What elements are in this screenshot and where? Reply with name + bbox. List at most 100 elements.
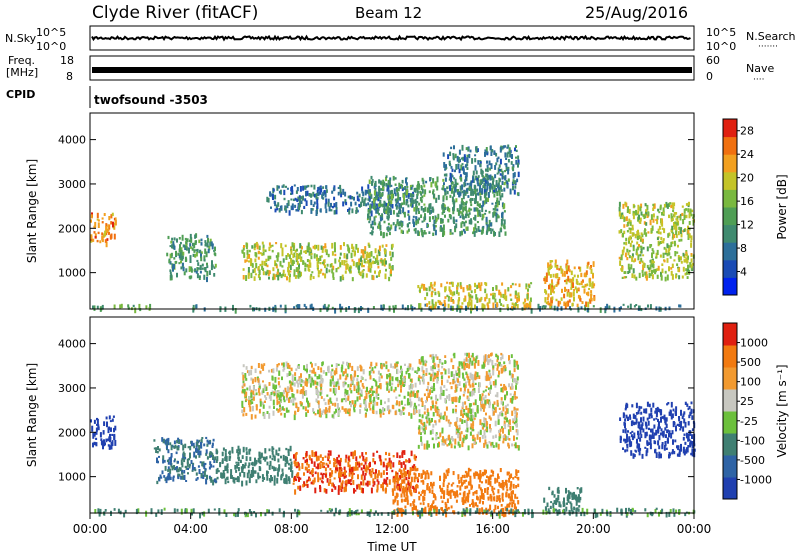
data-cell: [443, 188, 446, 192]
data-cell: [498, 164, 501, 168]
data-cell: [321, 194, 324, 198]
data-cell: [460, 410, 463, 416]
data-cell: [392, 405, 395, 410]
data-cell: [368, 195, 371, 201]
data-cell: [470, 423, 473, 428]
data-cell: [304, 368, 307, 372]
data-cell: [569, 278, 571, 283]
data-cell: [392, 305, 395, 308]
data-cell: [177, 475, 180, 480]
data-cell: [306, 190, 309, 196]
data-cell: [492, 180, 494, 186]
data-cell: [305, 381, 308, 387]
data-cell: [269, 455, 272, 459]
data-cell: [565, 301, 568, 307]
data-cell: [622, 249, 625, 253]
data-cell: [274, 390, 277, 395]
data-cell: [500, 504, 503, 507]
data-cell: [313, 184, 316, 190]
data-cell: [362, 253, 365, 259]
data-cell: [266, 269, 269, 275]
data-cell: [413, 307, 416, 310]
data-cell: [364, 413, 367, 418]
data-cell: [589, 266, 592, 270]
data-cell: [413, 409, 416, 415]
data-cell: [243, 388, 246, 395]
data-cell: [481, 400, 483, 406]
data-cell: [363, 258, 366, 264]
data-cell: [189, 233, 192, 239]
data-cell: [471, 180, 474, 183]
data-cell: [362, 265, 365, 268]
data-cell: [193, 249, 196, 253]
data-cell: [480, 396, 483, 403]
data-cell: [633, 274, 636, 279]
data-cell: [502, 435, 505, 438]
data-cell: [312, 191, 315, 197]
data-cell: [550, 266, 552, 269]
data-cell: [319, 308, 322, 313]
data-cell: [398, 461, 401, 465]
data-cell: [683, 259, 686, 263]
data-cell: [463, 298, 466, 302]
data-cell: [483, 186, 486, 190]
data-cell: [275, 204, 278, 208]
data-cell: [348, 306, 350, 310]
data-cell: [500, 397, 503, 401]
data-cell: [161, 470, 164, 475]
data-cell: [431, 299, 434, 305]
data-cell: [472, 491, 475, 496]
data-cell: [423, 286, 425, 291]
data-cell: [405, 202, 408, 206]
data-cell: [269, 460, 272, 467]
data-cell: [466, 492, 469, 499]
data-cell: [414, 227, 417, 234]
data-cell: [459, 204, 462, 211]
data-cell: [399, 475, 401, 480]
data-cell: [208, 466, 211, 470]
data-cell: [183, 458, 186, 463]
data-cell: [355, 456, 358, 462]
data-cell: [334, 387, 337, 394]
data-cell: [494, 477, 497, 484]
data-cell: [297, 383, 300, 388]
data-cell: [675, 230, 678, 235]
data-cell: [302, 185, 305, 191]
data-cell: [368, 370, 371, 376]
data-cell: [169, 245, 172, 248]
data-cell: [491, 186, 494, 190]
data-cell: [417, 230, 420, 236]
data-cell: [100, 306, 103, 311]
data-cell: [308, 454, 311, 459]
data-cell: [472, 357, 475, 362]
data-cell: [484, 389, 487, 392]
data-cell: [658, 241, 661, 245]
data-cell: [296, 256, 299, 260]
data-cell: [249, 258, 252, 261]
data-cell: [675, 227, 678, 232]
data-cell: [462, 168, 465, 175]
data-cell: [496, 399, 499, 406]
data-cell: [408, 222, 411, 225]
data-cell: [274, 376, 277, 383]
data-cell: [251, 378, 254, 384]
data-cell: [456, 490, 458, 496]
data-cell: [381, 192, 384, 197]
data-cell: [324, 191, 327, 198]
data-cell: [303, 481, 306, 487]
data-cell: [659, 206, 662, 211]
data-cell: [502, 401, 504, 406]
data-cell: [374, 187, 377, 193]
data-cell: [104, 230, 107, 237]
data-cell: [197, 465, 200, 468]
data-cell: [381, 181, 384, 186]
data-cell: [636, 236, 639, 240]
data-cell: [649, 264, 652, 270]
data-cell: [470, 355, 473, 358]
data-cell: [269, 245, 272, 248]
data-cell: [572, 291, 575, 297]
data-cell: [380, 364, 383, 370]
data-cell: [482, 303, 485, 309]
data-cell: [307, 242, 310, 245]
data-cell: [623, 246, 626, 250]
